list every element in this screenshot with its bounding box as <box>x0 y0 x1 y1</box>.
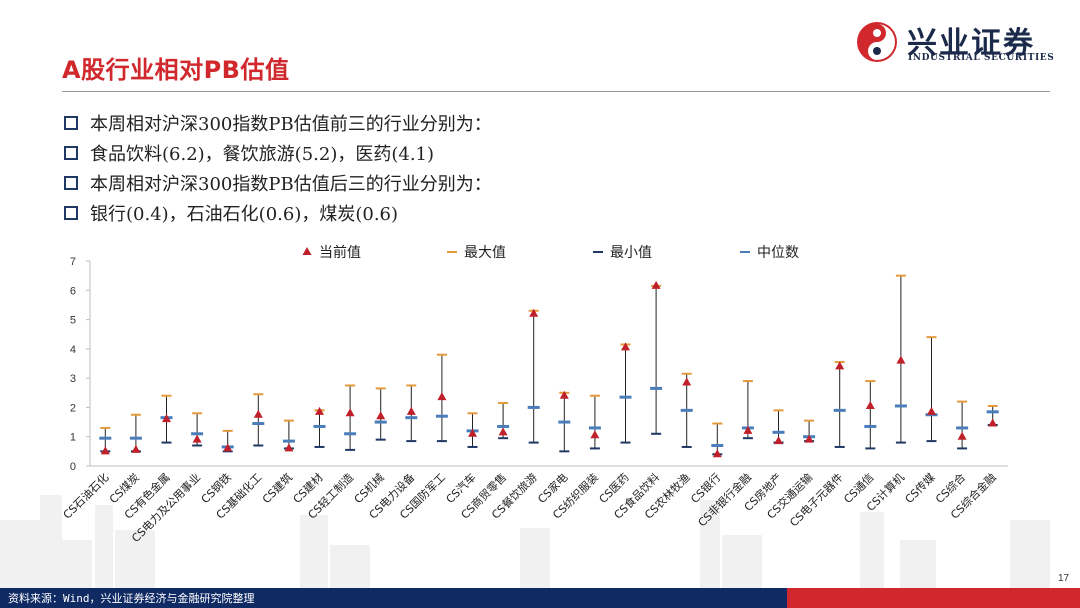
x-category-label: CS石油石化 <box>60 470 111 521</box>
legend-label: 最小值 <box>610 245 652 261</box>
y-tick-label: 5 <box>70 315 76 327</box>
footer-blue-band <box>0 588 787 608</box>
bullet-text: 本周相对沪深300指数PB估值前三的行业分别为： <box>90 114 492 135</box>
page-number: 17 <box>1058 573 1070 584</box>
legend-current-icon <box>302 247 312 255</box>
current-value-marker <box>774 436 783 445</box>
current-value-marker <box>406 406 416 415</box>
current-value-marker <box>682 377 692 386</box>
bullet-list: 本周相对沪深300指数PB估值前三的行业分别为： 食品饮料(6.2)，餐饮旅游(… <box>64 108 492 228</box>
current-value-marker <box>376 411 386 420</box>
square-bullet-icon <box>64 146 78 160</box>
bullet-item: 食品饮料(6.2)，餐饮旅游(5.2)，医药(4.1) <box>64 138 492 168</box>
y-tick-label: 3 <box>70 373 76 385</box>
current-value-marker <box>896 355 906 364</box>
title-divider <box>62 91 1050 92</box>
current-value-marker <box>559 390 569 399</box>
logo-name-cn: 兴业证券 <box>907 26 1035 61</box>
y-tick-label: 0 <box>70 461 76 473</box>
current-value-marker <box>927 406 936 415</box>
current-value-marker <box>988 418 998 427</box>
current-value-marker <box>743 425 753 434</box>
current-value-marker <box>284 443 294 452</box>
current-value-marker <box>529 308 539 317</box>
legend-label: 最大值 <box>464 245 506 261</box>
x-category-label: CS建筑 <box>259 470 295 506</box>
y-tick-label: 4 <box>70 344 76 356</box>
x-category-label: CS传媒 <box>902 471 937 506</box>
pb-valuation-chart: 01234567CS石油石化CS煤炭CS有色金属CS电力及公用事业CS钢铁CS基… <box>60 244 1008 545</box>
bullet-text: 银行(0.4)，石油石化(0.6)，煤炭(0.6) <box>90 204 399 225</box>
footer-bar: 资料来源：Wind，兴业证券经济与金融研究院整理 <box>0 588 1080 608</box>
page-title: A股行业相对PB估值 <box>62 56 290 84</box>
current-value-marker <box>345 408 355 417</box>
square-bullet-icon <box>64 206 78 220</box>
current-value-marker <box>131 444 141 453</box>
current-value-marker <box>315 406 324 415</box>
bullet-item: 本周相对沪深300指数PB估值后三的行业分别为： <box>64 168 492 198</box>
y-tick-label: 6 <box>70 285 76 297</box>
legend-label: 当前值 <box>319 244 361 261</box>
logo-name-en: INDUSTRIAL SECURITIES <box>908 53 1055 63</box>
logo-emblem-icon <box>857 22 897 62</box>
bullet-item: 本周相对沪深300指数PB估值前三的行业分别为： <box>64 108 492 138</box>
current-value-marker <box>192 434 202 443</box>
current-value-marker <box>835 361 845 370</box>
y-tick-label: 2 <box>70 402 76 414</box>
current-value-marker <box>712 449 722 458</box>
current-value-marker <box>651 280 661 289</box>
footer-red-band <box>787 588 1080 608</box>
current-value-marker <box>437 392 447 401</box>
y-tick-label: 7 <box>70 256 76 268</box>
bullet-text: 食品饮料(6.2)，餐饮旅游(5.2)，医药(4.1) <box>90 144 435 165</box>
current-value-marker <box>162 414 171 423</box>
current-value-marker <box>621 342 630 351</box>
current-value-marker <box>498 427 508 436</box>
current-value-marker <box>223 443 233 452</box>
current-value-marker <box>253 409 263 418</box>
bullet-text: 本周相对沪深300指数PB估值后三的行业分别为： <box>90 174 492 195</box>
current-value-marker <box>100 446 110 455</box>
y-tick-label: 1 <box>70 432 76 444</box>
current-value-marker <box>590 430 600 439</box>
square-bullet-icon <box>64 176 78 190</box>
current-value-marker <box>804 434 814 443</box>
source-note: 资料来源：Wind，兴业证券经济与金融研究院整理 <box>8 592 255 605</box>
company-logo: 兴业证券 INDUSTRIAL SECURITIES <box>855 18 1065 68</box>
current-value-marker <box>865 400 875 409</box>
legend-label: 中位数 <box>757 245 799 261</box>
square-bullet-icon <box>64 116 78 130</box>
current-value-marker <box>957 431 967 440</box>
bullet-item: 银行(0.4)，石油石化(0.6)，煤炭(0.6) <box>64 198 492 228</box>
current-value-marker <box>468 428 477 437</box>
